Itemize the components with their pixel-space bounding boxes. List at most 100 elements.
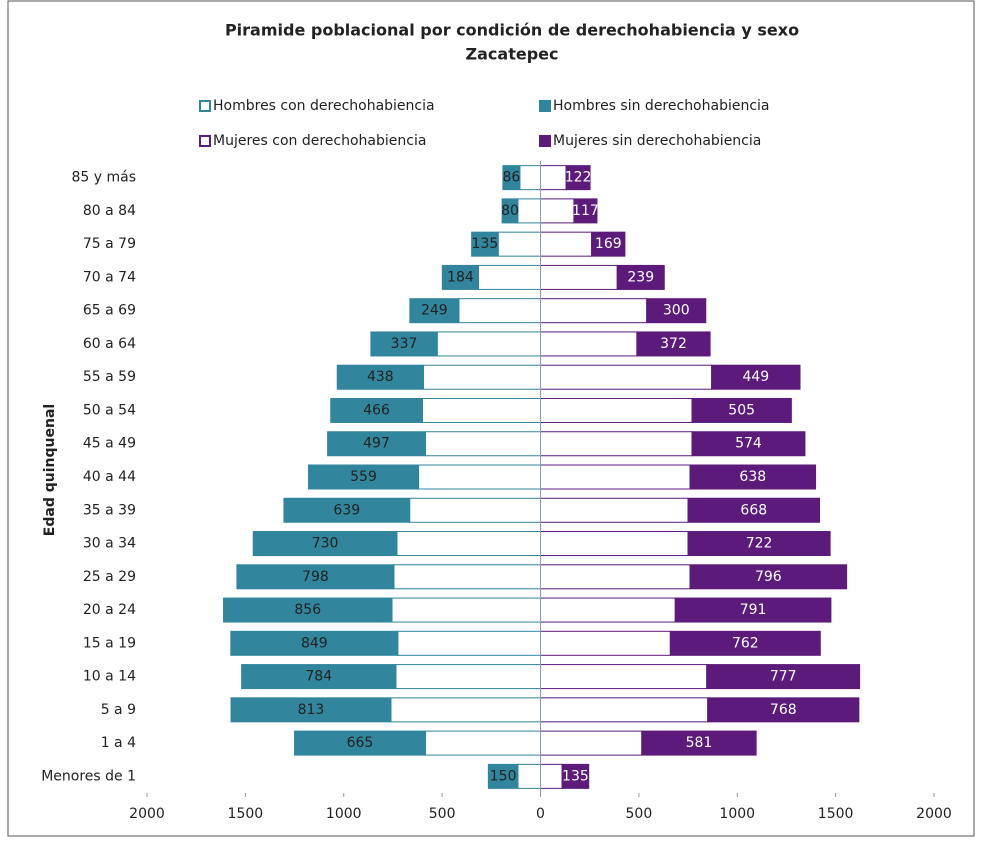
- bar: [283, 497, 411, 523]
- bar: [336, 364, 424, 390]
- bar: [540, 464, 691, 490]
- data-label: 438: [367, 369, 394, 385]
- x-tick-label: 0: [536, 806, 545, 822]
- x-tick-label: 1500: [818, 806, 854, 822]
- y-tick-label: 60 a 64: [83, 336, 136, 352]
- data-label: 791: [740, 602, 767, 618]
- bar: [687, 497, 820, 523]
- bar: [573, 198, 598, 224]
- bar: [397, 630, 542, 656]
- data-label: 784: [305, 669, 332, 685]
- bar: [540, 697, 709, 723]
- bar: [223, 597, 393, 623]
- data-label: 722: [746, 536, 773, 552]
- data-label: 796: [755, 569, 782, 585]
- y-tick-label: 80 a 84: [83, 203, 136, 219]
- bar: [540, 198, 575, 224]
- y-tick-label: 75 a 79: [83, 236, 136, 252]
- y-tick-label: 20 a 24: [83, 602, 136, 618]
- bar: [540, 497, 689, 523]
- bar: [241, 664, 397, 690]
- bar: [421, 397, 542, 423]
- data-label: 638: [739, 469, 766, 485]
- data-label: 559: [350, 469, 377, 485]
- data-label: 497: [363, 436, 390, 452]
- data-label: 813: [298, 702, 325, 718]
- bar: [540, 397, 693, 423]
- y-tick-label: 35 a 39: [83, 502, 136, 518]
- data-label: 86: [502, 170, 520, 186]
- data-label: 80: [501, 203, 519, 219]
- bar: [636, 331, 711, 357]
- data-label: 372: [660, 336, 687, 352]
- bar: [409, 497, 541, 523]
- chart-title: Zacatepec: [466, 45, 559, 64]
- bar: [540, 431, 693, 457]
- bar: [707, 697, 860, 723]
- data-label: 122: [565, 170, 592, 186]
- bar: [502, 165, 521, 191]
- bar: [424, 431, 541, 457]
- bar: [540, 730, 643, 756]
- bar: [691, 397, 792, 423]
- bar: [393, 564, 542, 590]
- x-tick-label: 2000: [916, 806, 952, 822]
- data-label: 184: [447, 269, 474, 285]
- bar: [540, 763, 563, 789]
- data-label: 239: [627, 269, 654, 285]
- data-label: 574: [735, 436, 762, 452]
- bar: [418, 464, 542, 490]
- x-tick-label: 1000: [719, 806, 755, 822]
- bar: [436, 331, 541, 357]
- bar: [471, 231, 499, 257]
- bar: [327, 431, 426, 457]
- bar: [441, 264, 480, 290]
- bar: [540, 298, 648, 324]
- data-label: 639: [333, 502, 360, 518]
- bar: [561, 763, 590, 789]
- y-tick-label: Menores de 1: [41, 768, 136, 784]
- bar: [424, 730, 541, 756]
- bar: [517, 198, 542, 224]
- bar: [308, 464, 420, 490]
- bar: [687, 531, 831, 557]
- bar: [230, 697, 392, 723]
- bar: [706, 664, 861, 690]
- x-tick-label: 1500: [228, 806, 264, 822]
- bar: [540, 564, 691, 590]
- y-tick-label: 85 y más: [71, 170, 136, 186]
- legend-label: Hombres sin derechohabiencia: [553, 98, 770, 114]
- data-label: 150: [490, 768, 517, 784]
- y-tick-label: 25 a 29: [83, 569, 136, 585]
- bar: [540, 664, 708, 690]
- bar: [711, 364, 801, 390]
- bar: [294, 730, 426, 756]
- y-tick-label: 45 a 49: [83, 436, 136, 452]
- data-label: 449: [742, 369, 769, 385]
- data-label: 466: [363, 402, 390, 418]
- data-label: 300: [663, 303, 690, 319]
- legend-label: Mujeres con derechohabiencia: [213, 133, 426, 149]
- data-label: 581: [686, 735, 713, 751]
- data-label: 665: [347, 735, 374, 751]
- bar: [540, 630, 671, 656]
- bar: [252, 531, 398, 557]
- bar: [540, 364, 713, 390]
- bar: [646, 298, 707, 324]
- x-tick-label: 2000: [129, 806, 165, 822]
- bar: [517, 763, 542, 789]
- bar: [458, 298, 542, 324]
- bar: [641, 730, 757, 756]
- data-label: 505: [728, 402, 755, 418]
- y-tick-label: 65 a 69: [83, 303, 136, 319]
- bar: [591, 231, 626, 257]
- data-label: 777: [770, 669, 797, 685]
- legend-label: Hombres con derechohabiencia: [213, 98, 435, 114]
- bar: [616, 264, 665, 290]
- x-tick-label: 1000: [326, 806, 362, 822]
- bar: [689, 464, 817, 490]
- y-axis-label: Edad quinquenal: [42, 404, 58, 536]
- data-label: 668: [740, 502, 767, 518]
- y-tick-label: 70 a 74: [83, 269, 136, 285]
